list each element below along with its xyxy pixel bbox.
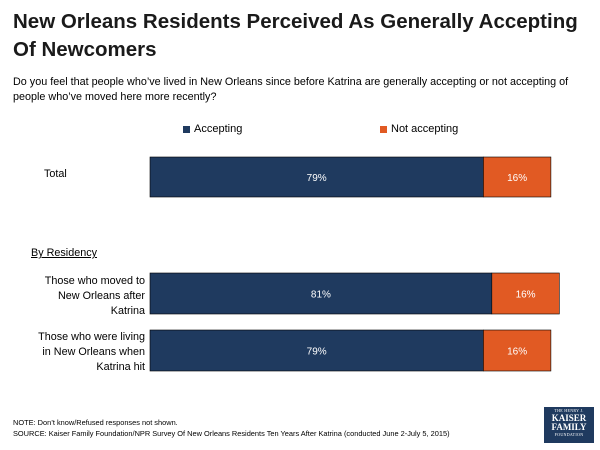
bar-accepting-1 bbox=[149, 272, 493, 315]
bar-not-accepting-0 bbox=[483, 156, 552, 198]
row-label-total: Total bbox=[44, 167, 67, 182]
data-label-accepting-1: 81% bbox=[311, 290, 331, 301]
source-text: SOURCE: Kaiser Family Foundation/NPR Sur… bbox=[13, 429, 450, 438]
row-label-line: Those who moved to bbox=[44, 275, 145, 287]
row-label-living-when: Those who were living in New Orleans whe… bbox=[38, 330, 145, 375]
kaiser-family-foundation-logo: THE HENRY J. KAISER FAMILY FOUNDATION bbox=[544, 407, 594, 443]
logo-line: THE HENRY J. bbox=[554, 408, 584, 413]
legend-item-accepting: Accepting bbox=[183, 123, 242, 135]
data-label-not-accepting-1: 16% bbox=[516, 290, 536, 301]
data-label-not-accepting-0: 16% bbox=[507, 173, 527, 184]
row-label-moved-after: Those who moved to New Orleans after Kat… bbox=[45, 274, 145, 319]
bar-not-accepting-2 bbox=[483, 329, 552, 372]
logo-line: FAMILY bbox=[551, 422, 587, 432]
row-label-line: Those who were living bbox=[38, 331, 145, 343]
row-label-total-line: Total bbox=[44, 168, 67, 180]
footnotes: NOTE: Don’t know/Refused responses not s… bbox=[13, 417, 450, 439]
logo-line: KAISER bbox=[551, 413, 587, 423]
legend-label-accepting: Accepting bbox=[194, 123, 243, 135]
bar-not-accepting-1 bbox=[491, 272, 560, 315]
row-label-line: Katrina hit bbox=[96, 361, 145, 373]
chart-title: New Orleans Residents Perceived As Gener… bbox=[13, 10, 578, 61]
row-label-line: New Orleans after bbox=[57, 290, 145, 302]
note-text: NOTE: Don’t know/Refused responses not s… bbox=[13, 418, 178, 427]
legend-label-not-accepting: Not accepting bbox=[391, 123, 459, 135]
logo-line: FOUNDATION bbox=[554, 432, 584, 437]
data-label-accepting-0: 79% bbox=[307, 173, 327, 184]
legend-item-not-accepting: Not accepting bbox=[380, 123, 458, 135]
section-label-by-residency: By Residency bbox=[31, 247, 98, 259]
legend-swatch-accepting bbox=[183, 125, 190, 133]
survey-question: Do you feel that people who’ve lived in … bbox=[13, 76, 569, 103]
data-label-not-accepting-2: 16% bbox=[507, 347, 527, 358]
legend-swatch-not-accepting bbox=[380, 125, 387, 133]
row-label-line: Katrina bbox=[110, 305, 145, 317]
data-label-accepting-2: 79% bbox=[307, 347, 327, 358]
legend: Accepting Not accepting bbox=[0, 123, 600, 139]
row-label-line: in New Orleans when bbox=[42, 346, 145, 358]
bar-accepting-0 bbox=[149, 156, 484, 198]
